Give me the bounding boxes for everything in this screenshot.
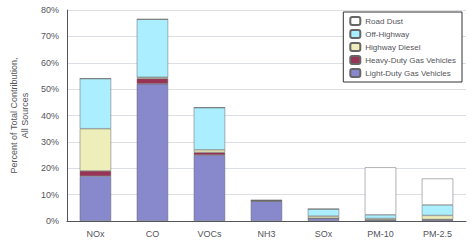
svg-text:Heavy-Duty Gas Vehicles: Heavy-Duty Gas Vehicles bbox=[365, 56, 456, 65]
svg-text:PM-10: PM-10 bbox=[367, 229, 394, 239]
svg-text:50%: 50% bbox=[41, 84, 59, 94]
svg-text:Off-Highway: Off-Highway bbox=[365, 30, 409, 39]
svg-text:CO: CO bbox=[146, 229, 160, 239]
svg-text:VOCs: VOCs bbox=[197, 229, 222, 239]
svg-text:Percent of Total Contribution,: Percent of Total Contribution, bbox=[9, 58, 19, 174]
svg-text:All Sources: All Sources bbox=[20, 92, 30, 138]
svg-text:30%: 30% bbox=[41, 137, 59, 147]
svg-text:PM-2.5: PM-2.5 bbox=[423, 229, 452, 239]
svg-text:20%: 20% bbox=[41, 163, 59, 173]
svg-text:70%: 70% bbox=[41, 31, 59, 41]
svg-text:Light-Duty Gas Vehicles: Light-Duty Gas Vehicles bbox=[365, 69, 450, 78]
svg-text:Road Dust: Road Dust bbox=[365, 17, 404, 26]
svg-text:SOx: SOx bbox=[315, 229, 333, 239]
svg-text:40%: 40% bbox=[41, 111, 59, 121]
svg-text:80%: 80% bbox=[41, 5, 59, 15]
svg-text:0%: 0% bbox=[46, 216, 59, 226]
svg-text:Highway Diesel: Highway Diesel bbox=[365, 43, 420, 52]
svg-text:NOx: NOx bbox=[86, 229, 105, 239]
svg-text:10%: 10% bbox=[41, 190, 59, 200]
svg-text:NH3: NH3 bbox=[257, 229, 275, 239]
svg-text:60%: 60% bbox=[41, 58, 59, 68]
